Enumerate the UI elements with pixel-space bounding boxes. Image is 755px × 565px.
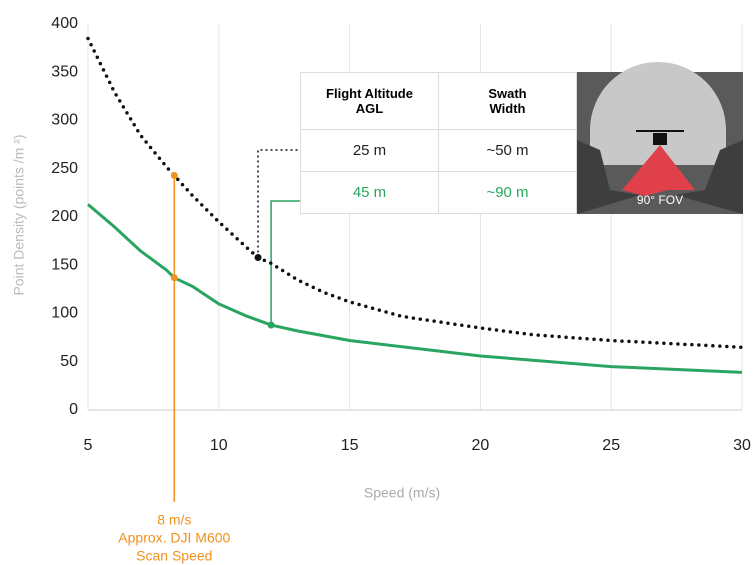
table-cell: 45 m xyxy=(300,171,439,214)
marker xyxy=(170,274,178,282)
x-tick-label: 25 xyxy=(602,437,620,454)
x-axis-label: Speed (m/s) xyxy=(364,485,440,501)
y-axis-label: Point Density (points /m ²) xyxy=(11,134,27,295)
y-tick-label: 300 xyxy=(51,112,78,129)
table-cell: 25 m xyxy=(300,129,439,172)
connector xyxy=(257,149,300,258)
y-tick-label: 150 xyxy=(51,256,78,273)
y-tick-label: 100 xyxy=(51,305,78,322)
table-header: Flight Altitude AGL xyxy=(300,72,439,130)
x-tick-label: 5 xyxy=(84,437,93,454)
series-line xyxy=(86,36,744,350)
marker xyxy=(267,321,275,329)
y-tick-label: 400 xyxy=(51,15,78,32)
y-tick-label: 0 xyxy=(69,401,78,418)
marker xyxy=(254,254,262,262)
annotation-text: Approx. DJI M600 xyxy=(118,530,230,546)
y-tick-label: 200 xyxy=(51,208,78,225)
annotation-text: Scan Speed xyxy=(136,548,212,564)
x-tick-label: 15 xyxy=(341,437,359,454)
connector xyxy=(270,200,300,326)
table-cell: ~90 m xyxy=(438,171,577,214)
annotation-text: 8 m/s xyxy=(157,512,191,528)
fov-image: 90° FOV xyxy=(577,62,743,214)
y-tick-label: 50 xyxy=(60,353,78,370)
legend-table: Flight Altitude AGL Swath Width 25 m ~50 m… xyxy=(300,72,577,214)
series-line xyxy=(87,203,743,374)
x-tick-label: 20 xyxy=(472,437,490,454)
table-cell: ~50 m xyxy=(438,129,577,172)
x-tick-label: 30 xyxy=(733,437,751,454)
marker xyxy=(170,172,178,180)
y-tick-label: 250 xyxy=(51,160,78,177)
table-header: Swath Width xyxy=(438,72,577,130)
image-caption: 90° FOV xyxy=(637,193,683,207)
x-tick-label: 10 xyxy=(210,437,228,454)
y-tick-label: 350 xyxy=(51,63,78,80)
